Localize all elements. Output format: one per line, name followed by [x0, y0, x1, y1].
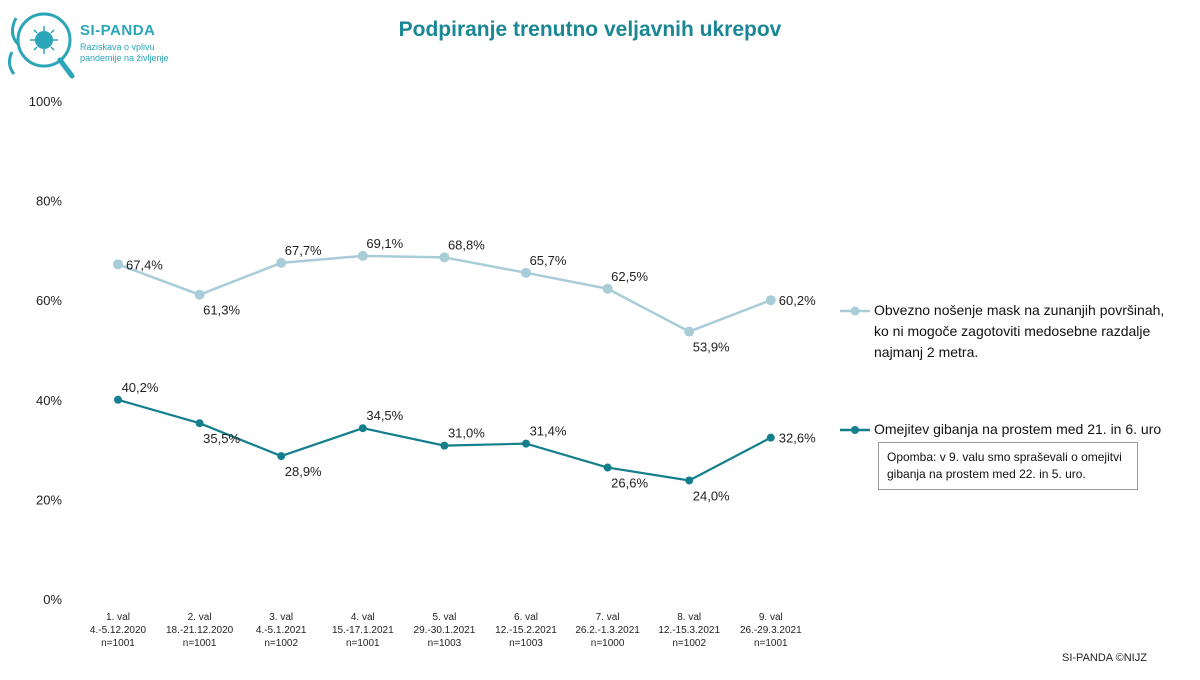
data-point: [357, 250, 368, 261]
logo-name: SI-PANDA: [80, 22, 156, 39]
x-tick-label: n=1001: [754, 638, 788, 649]
logo-tagline: Raziskava o vplivu: [80, 42, 155, 52]
y-tick-label: 0%: [43, 592, 62, 607]
data-label: 69,1%: [366, 236, 403, 251]
data-label: 35,5%: [203, 431, 240, 446]
data-label: 67,4%: [126, 257, 163, 272]
x-tick-label: 4. val: [351, 612, 375, 623]
data-point: [277, 452, 286, 461]
data-point: [276, 257, 287, 268]
data-point: [439, 252, 450, 263]
x-tick-label: 12.-15.3.2021: [658, 625, 720, 636]
data-label: 34,5%: [366, 408, 403, 423]
x-tick-label: n=1002: [672, 638, 706, 649]
x-tick-label: 5. val: [432, 612, 456, 623]
x-tick-label: 9. val: [759, 612, 783, 623]
logo-tagline: pandemije na življenje: [80, 53, 169, 63]
y-tick-label: 60%: [36, 293, 62, 308]
chart-title: Podpiranje trenutno veljavnih ukrepov: [398, 18, 782, 41]
data-point: [358, 424, 367, 433]
data-point: [685, 476, 694, 485]
annotation-note: Opomba: v 9. valu smo spraševali o omeji…: [878, 442, 1138, 490]
data-label: 53,9%: [693, 340, 730, 355]
data-point: [114, 395, 122, 404]
series-line: [117, 254, 772, 333]
legend-swatch-curfew: [840, 426, 870, 434]
data-point: [522, 439, 530, 448]
legend-label: najmanj 2 metra.: [874, 344, 979, 360]
data-label: 32,6%: [779, 431, 816, 446]
data-label: 31,4%: [530, 424, 567, 439]
x-tick-label: n=1002: [264, 638, 298, 649]
legend-label: Omejitev gibanja na prostem med 21. in 6…: [874, 421, 1162, 437]
data-label: 68,8%: [448, 237, 485, 252]
x-tick-label: 3. val: [269, 612, 293, 623]
data-label: 24,0%: [693, 488, 730, 503]
data-label: 61,3%: [203, 303, 240, 318]
data-label: 31,0%: [448, 426, 485, 441]
x-tick-label: 4.-5.1.2021: [256, 625, 307, 636]
data-label: 62,5%: [611, 269, 648, 284]
legend-label: ko ni mogoče zagotoviti medosebne razdal…: [874, 323, 1151, 339]
data-point: [603, 463, 612, 472]
x-tick-label: 2. val: [188, 612, 212, 623]
x-tick-label: 7. val: [596, 612, 620, 623]
x-tick-label: n=1001: [101, 638, 135, 649]
y-tick-label: 40%: [36, 393, 62, 408]
x-tick-label: 8. val: [677, 612, 701, 623]
data-point: [684, 326, 695, 337]
x-tick-label: 26.-29.3.2021: [740, 625, 802, 636]
x-tick-label: n=1000: [591, 638, 625, 649]
legend-label: Obvezno nošenje mask na zunanjih površin…: [874, 302, 1165, 318]
data-point: [602, 283, 613, 294]
data-label: 40,2%: [122, 380, 159, 395]
data-point: [766, 433, 775, 442]
x-tick-label: n=1001: [346, 638, 380, 649]
data-label: 60,2%: [779, 293, 816, 308]
data-label: 26,6%: [611, 476, 648, 491]
magnifier-virus-icon: [7, 12, 75, 79]
data-label: 65,7%: [530, 253, 567, 268]
x-tick-label: 29.-30.1.2021: [414, 625, 476, 636]
data-point: [194, 289, 205, 300]
x-tick-label: n=1003: [509, 638, 543, 649]
x-tick-label: 18.-21.12.2020: [166, 625, 234, 636]
x-tick-label: n=1001: [183, 638, 217, 649]
legend-swatch-masks: [840, 306, 870, 316]
annotation-line: gibanja na prostem med 22. in 5. uro.: [887, 467, 1086, 481]
annotation-line: Opomba: v 9. valu smo spraševali o omeji…: [887, 450, 1122, 464]
x-tick-label: n=1003: [428, 638, 462, 649]
y-tick-label: 20%: [36, 492, 62, 507]
x-tick-label: 1. val: [106, 612, 130, 623]
data-point: [765, 295, 776, 306]
data-point: [195, 419, 204, 428]
credit: SI-PANDA ©NIJZ: [1062, 652, 1147, 664]
y-tick-label: 100%: [29, 94, 63, 109]
data-point: [113, 259, 123, 270]
x-tick-label: 4.-5.12.2020: [90, 625, 147, 636]
x-tick-label: 26.2.-1.3.2021: [575, 625, 640, 636]
y-tick-label: 80%: [36, 194, 62, 209]
data-point: [521, 267, 531, 278]
logo: SI-PANDA Raziskava o vplivu pandemije na…: [4, 4, 184, 84]
x-tick-label: 15.-17.1.2021: [332, 625, 394, 636]
data-label: 28,9%: [285, 464, 322, 479]
x-tick-label: 12.-15.2.2021: [495, 625, 557, 636]
data-point: [440, 441, 449, 450]
data-label: 67,7%: [285, 243, 322, 258]
x-tick-label: 6. val: [514, 612, 538, 623]
